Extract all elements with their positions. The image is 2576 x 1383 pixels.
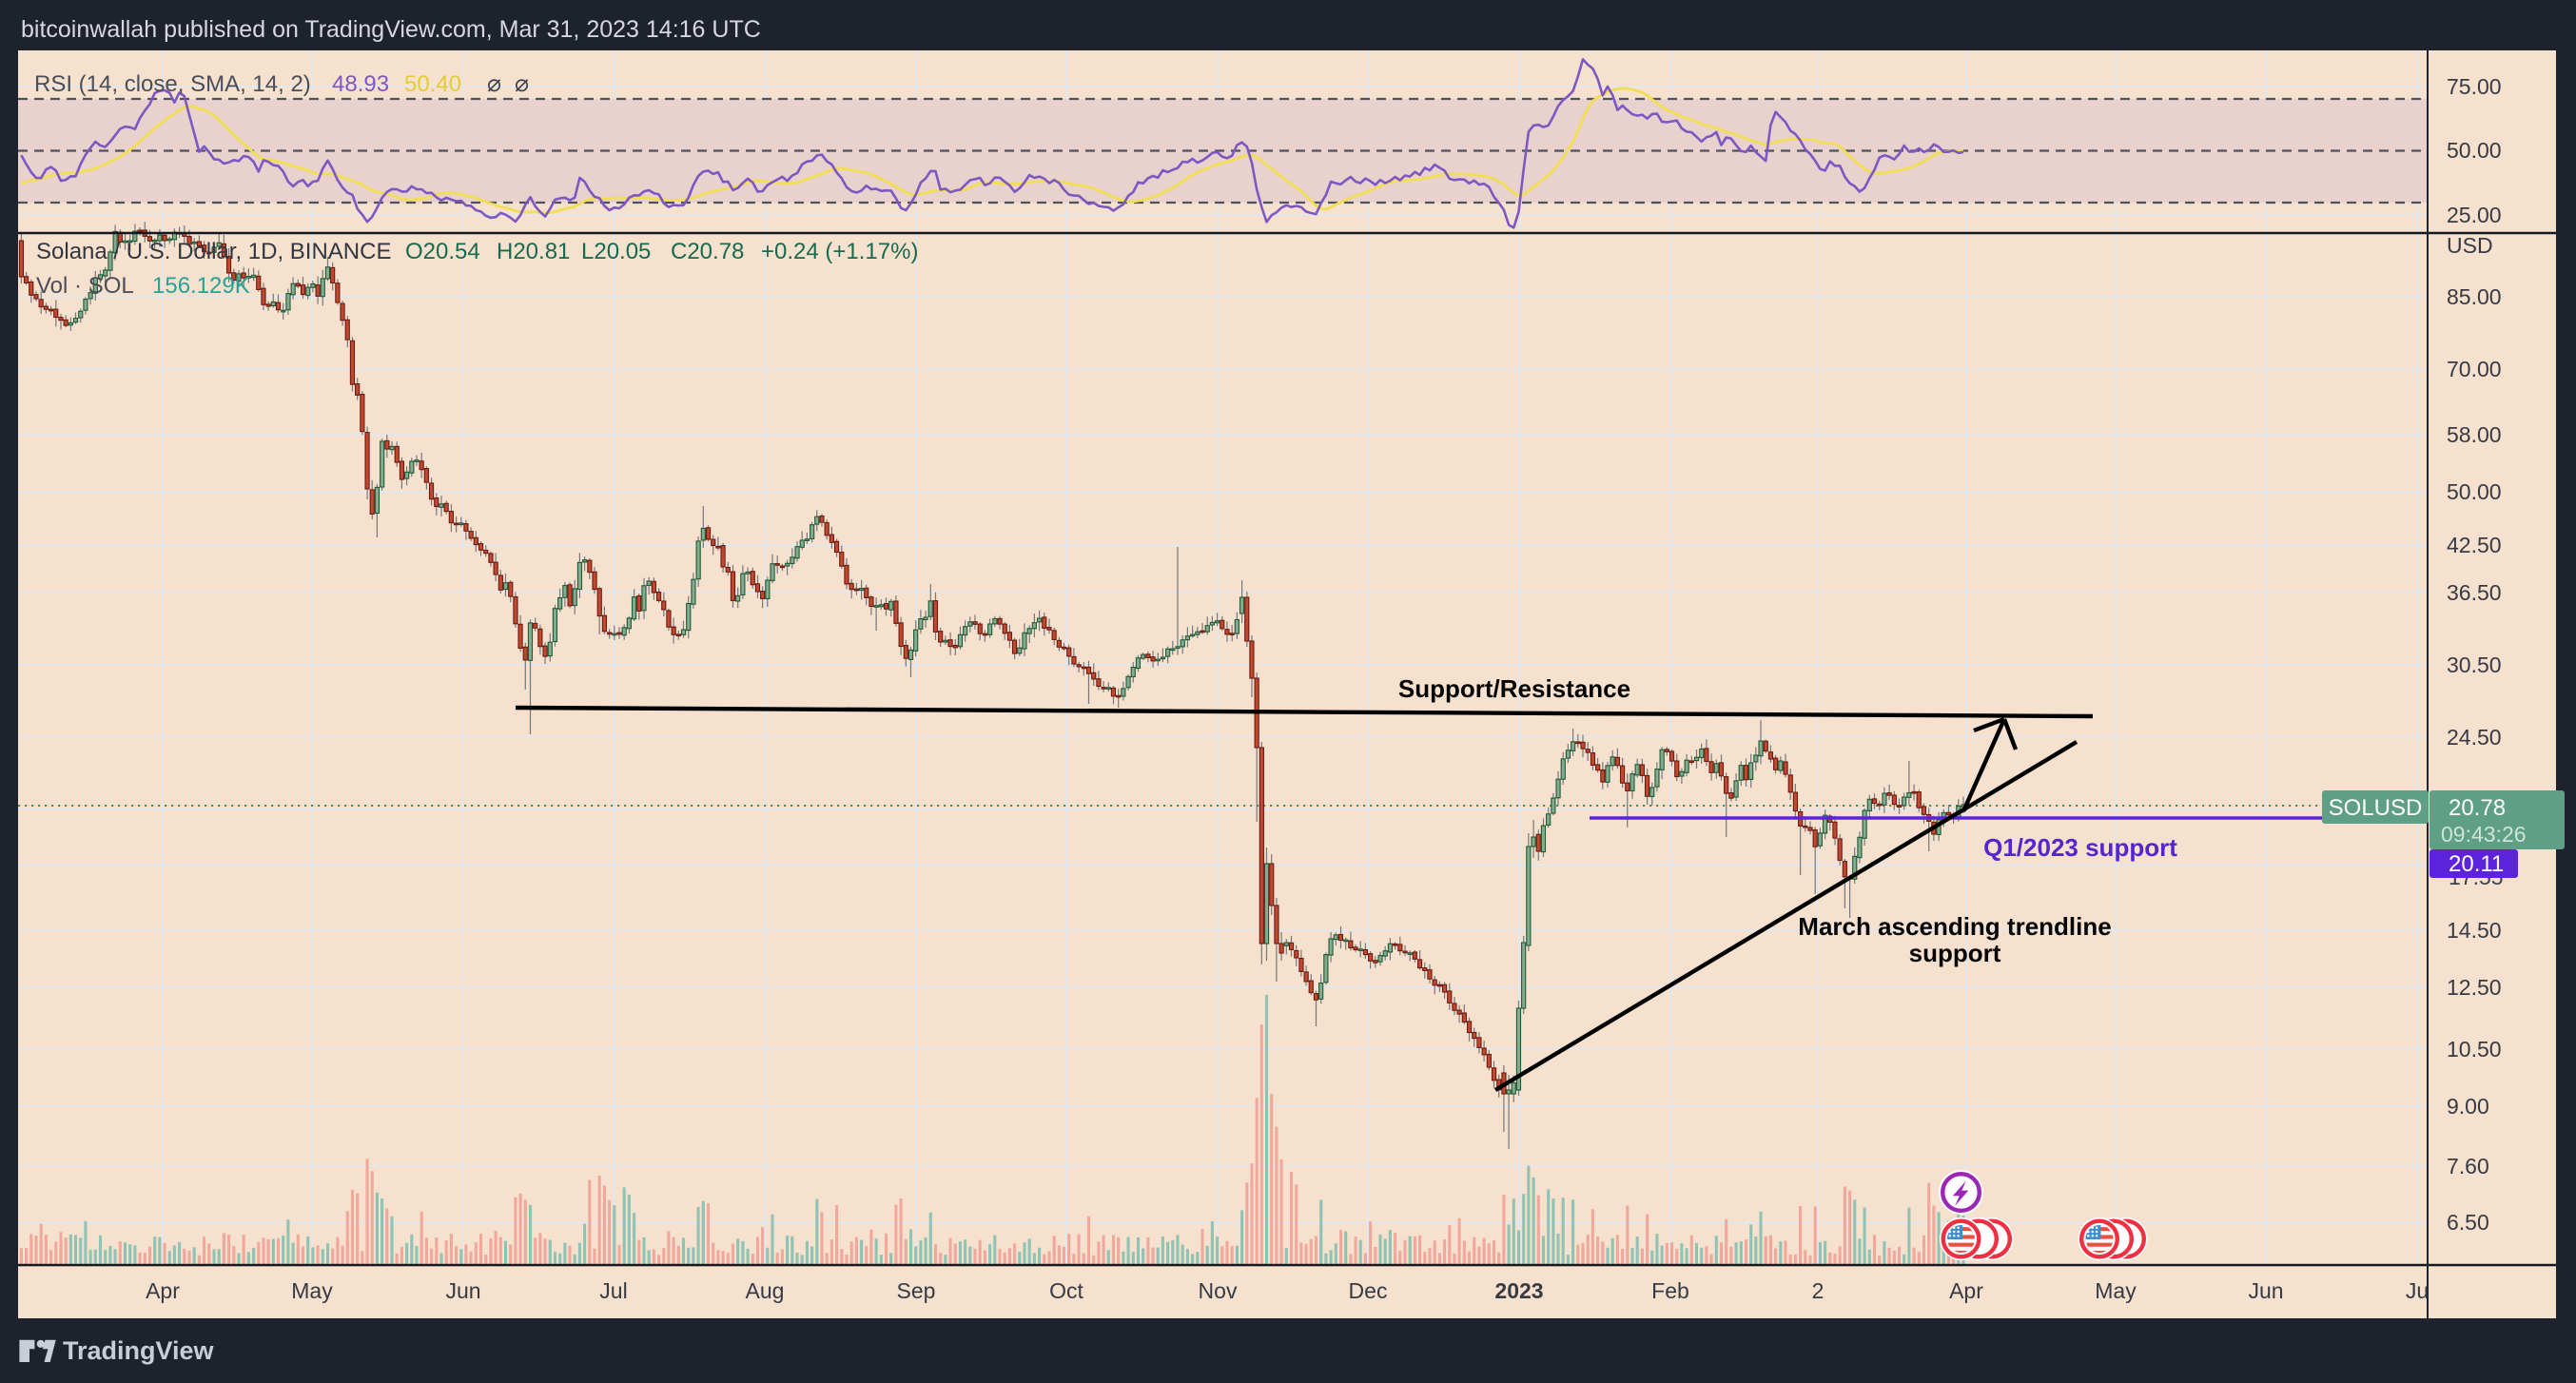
svg-text:Jun: Jun xyxy=(445,1278,480,1303)
svg-text:25.00: 25.00 xyxy=(2447,203,2502,227)
svg-text:H20.81: H20.81 xyxy=(497,239,570,264)
svg-text:Feb: Feb xyxy=(1651,1278,1689,1303)
svg-text:TradingView: TradingView xyxy=(63,1336,215,1365)
svg-text:14.50: 14.50 xyxy=(2447,918,2502,943)
svg-text:20.11: 20.11 xyxy=(2449,851,2504,877)
svg-text:USD: USD xyxy=(2447,233,2493,258)
svg-text:Sep: Sep xyxy=(897,1278,936,1303)
svg-text:Jul: Jul xyxy=(599,1278,627,1303)
svg-text:Nov: Nov xyxy=(1199,1278,1238,1303)
svg-text:Jun: Jun xyxy=(2248,1278,2283,1303)
svg-text:50.40: 50.40 xyxy=(404,71,461,97)
svg-text:2023: 2023 xyxy=(1494,1278,1543,1303)
svg-text:9.00: 9.00 xyxy=(2447,1094,2489,1119)
svg-text:L20.05: L20.05 xyxy=(581,239,651,264)
svg-text:50.00: 50.00 xyxy=(2447,138,2502,163)
svg-text:156.129K: 156.129K xyxy=(152,273,250,299)
svg-text:Oct: Oct xyxy=(1049,1278,1083,1303)
svg-text:Apr: Apr xyxy=(146,1278,180,1303)
svg-text:Apr: Apr xyxy=(1949,1278,1983,1303)
svg-text:support: support xyxy=(1909,939,2001,967)
svg-text:42.50: 42.50 xyxy=(2447,533,2502,557)
svg-text:09:43:26: 09:43:26 xyxy=(2441,822,2527,847)
svg-text:70.00: 70.00 xyxy=(2447,357,2502,381)
svg-text:58.00: 58.00 xyxy=(2447,422,2502,447)
svg-text:48.93: 48.93 xyxy=(332,71,389,97)
svg-text:Solana / U.S. Dollar, 1D, BINA: Solana / U.S. Dollar, 1D, BINANCE xyxy=(36,239,391,264)
svg-text:10.50: 10.50 xyxy=(2447,1037,2502,1062)
svg-text:May: May xyxy=(291,1278,333,1303)
svg-text:Vol · SOL: Vol · SOL xyxy=(36,273,134,299)
svg-text:24.50: 24.50 xyxy=(2447,725,2502,750)
svg-text:2: 2 xyxy=(1812,1278,1825,1303)
svg-text:⌀: ⌀ xyxy=(487,70,501,97)
svg-text:⌀: ⌀ xyxy=(515,70,529,97)
svg-text:20.78: 20.78 xyxy=(2449,795,2506,821)
svg-text:Support/Resistance: Support/Resistance xyxy=(1398,674,1630,703)
svg-text:RSI (14, close, SMA, 14, 2): RSI (14, close, SMA, 14, 2) xyxy=(34,71,311,97)
svg-text:Ju: Ju xyxy=(2406,1278,2429,1303)
svg-text:O20.54: O20.54 xyxy=(405,239,480,264)
svg-text:May: May xyxy=(2095,1278,2137,1303)
svg-text:Aug: Aug xyxy=(746,1278,785,1303)
svg-text:6.50: 6.50 xyxy=(2447,1210,2489,1235)
svg-text:C20.78: C20.78 xyxy=(671,239,744,264)
svg-text:7.60: 7.60 xyxy=(2447,1154,2489,1178)
svg-text:85.00: 85.00 xyxy=(2447,284,2502,309)
svg-text:bitcoinwallah published on Tra: bitcoinwallah published on TradingView.c… xyxy=(21,16,761,43)
svg-text:SOLUSD: SOLUSD xyxy=(2329,795,2423,821)
svg-text:+0.24 (+1.17%): +0.24 (+1.17%) xyxy=(761,239,918,264)
svg-text:March ascending trendline: March ascending trendline xyxy=(1798,912,2111,941)
svg-text:30.50: 30.50 xyxy=(2447,653,2502,677)
svg-text:75.00: 75.00 xyxy=(2447,74,2502,99)
svg-text:12.50: 12.50 xyxy=(2447,975,2502,1000)
svg-text:50.00: 50.00 xyxy=(2447,479,2502,504)
svg-text:Dec: Dec xyxy=(1349,1278,1388,1303)
svg-text:36.50: 36.50 xyxy=(2447,580,2502,605)
svg-text:Q1/2023 support: Q1/2023 support xyxy=(1983,833,2177,862)
